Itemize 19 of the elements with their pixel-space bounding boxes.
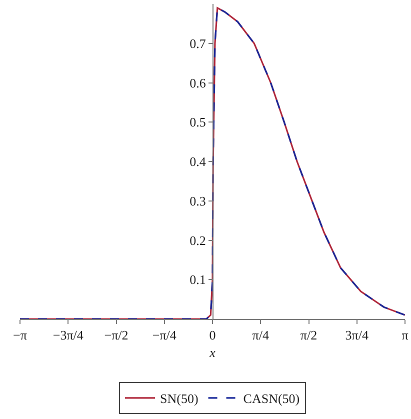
legend-label: SN(50) (160, 391, 198, 406)
x-tick-label: −π/2 (104, 328, 128, 343)
y-tick-label: 0.3 (190, 193, 206, 208)
x-tick-label: 3π/4 (345, 328, 369, 343)
legend-label: CASN(50) (243, 391, 300, 406)
x-tick-label: 0 (209, 328, 216, 343)
x-tick-label: π/2 (300, 328, 318, 343)
y-tick-label: 0.4 (190, 154, 206, 170)
x-tick-label: π/4 (252, 328, 270, 343)
x-tick-label: −π/4 (152, 328, 177, 343)
y-tick-label: 0.6 (190, 75, 206, 90)
y-tick-label: 0.5 (190, 114, 206, 130)
x-axis-title: x (208, 345, 216, 360)
x-tick-label: −3π/4 (52, 328, 84, 343)
y-tick-label: 0.7 (190, 36, 206, 51)
x-tick-label: −π (13, 328, 28, 343)
y-tick-label: 0.2 (190, 232, 206, 248)
y-tick-label: 0.1 (190, 272, 206, 288)
x-tick-label: π (402, 328, 409, 343)
